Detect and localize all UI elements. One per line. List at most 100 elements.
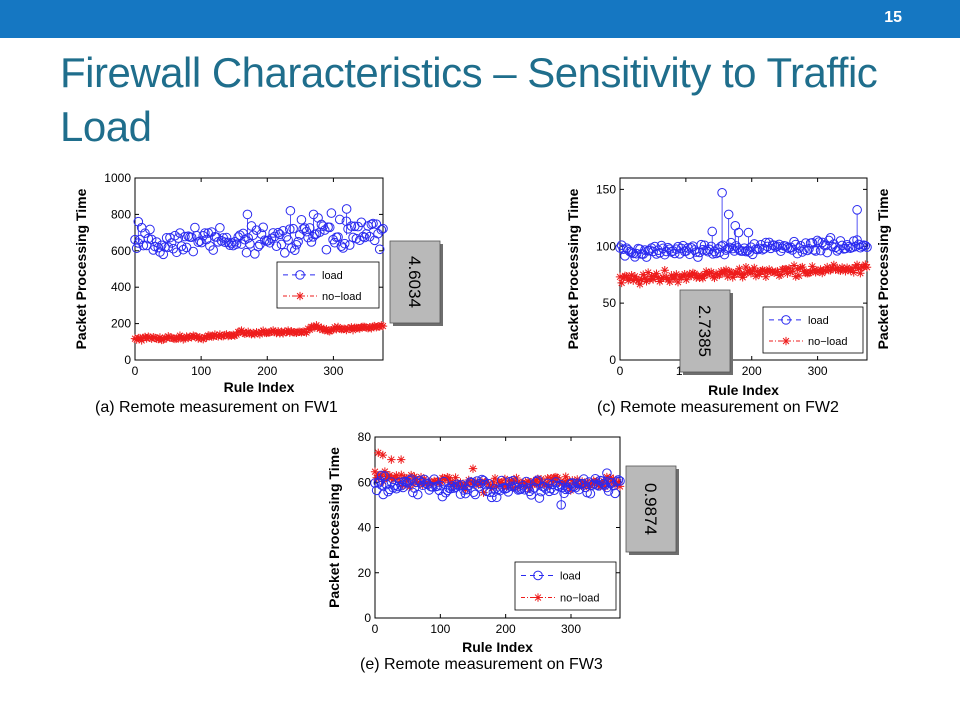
load-point [572, 478, 583, 489]
load-point [759, 243, 770, 254]
chart-fw3: 0 100 200 300 0 20 40 60 80 Packet Processing Tim… [326, 430, 679, 673]
noload-point [535, 481, 544, 490]
noload-point [305, 325, 314, 334]
noload-point [615, 272, 625, 282]
ratio-badge: 2.7385 [679, 289, 733, 375]
load-point [676, 243, 687, 254]
noload-point [643, 268, 653, 277]
noload-point [300, 327, 309, 336]
chart-legend: load no−load [276, 261, 380, 309]
noload-point [510, 477, 519, 486]
chart-caption: (a) Remote measurement on FW1 [95, 399, 338, 416]
noload-point [377, 321, 386, 330]
load-point [153, 242, 164, 253]
load-point [408, 487, 418, 498]
load-point [284, 224, 295, 234]
load-point [378, 223, 388, 234]
load-point [370, 478, 380, 488]
noload-point [854, 264, 863, 273]
noload-point [449, 482, 459, 491]
y-tick-label: 200 [111, 317, 131, 331]
noload-point [764, 265, 774, 274]
noload-point [523, 476, 533, 486]
load-point [258, 222, 268, 233]
y-tick-label: 0 [609, 353, 616, 367]
load-point [368, 218, 378, 229]
load-point [611, 476, 622, 487]
noload-point [710, 273, 719, 283]
load-point [245, 239, 255, 249]
noload-point [388, 475, 398, 484]
noload-point [374, 471, 383, 480]
load-point [698, 244, 708, 255]
ratio-value: 2.7385 [695, 305, 714, 357]
load-point [158, 249, 169, 260]
x-tick-label: 0 [372, 622, 379, 636]
load-point [225, 240, 235, 250]
legend-box [276, 261, 380, 309]
load-point [319, 225, 330, 235]
load-point [658, 243, 668, 254]
noload-point [630, 272, 640, 281]
noload-point [706, 267, 716, 277]
noload-point [546, 473, 556, 483]
legend-label-load: load [808, 315, 829, 327]
y-tick-label: 100 [596, 239, 616, 253]
noload-point [413, 478, 422, 487]
load-point [178, 244, 189, 255]
load-point [486, 492, 497, 503]
noload-point [517, 478, 526, 488]
y-tick-label: 40 [358, 521, 372, 535]
load-point [737, 246, 748, 256]
legend-box [514, 561, 617, 611]
noload-point [755, 270, 764, 279]
noload-point [809, 265, 819, 275]
load-point [747, 249, 758, 260]
load-point [696, 239, 707, 250]
load-point [708, 249, 718, 259]
noload-point [525, 484, 534, 494]
load-point [346, 221, 357, 231]
load-point [812, 235, 823, 246]
noload-point [536, 475, 546, 484]
noload-point [829, 260, 839, 270]
x-tick-label: 300 [561, 622, 581, 636]
load-point [580, 482, 591, 493]
noload-point [378, 450, 388, 460]
noload-point [748, 266, 757, 275]
top-bar: 15 [0, 0, 960, 38]
noload-point [378, 321, 388, 331]
noload-point [635, 279, 645, 289]
load-point [674, 249, 685, 259]
noload-point [793, 264, 802, 274]
load-point [186, 232, 197, 243]
noload-point [653, 273, 663, 282]
noload-point [443, 473, 452, 482]
slide-number: 15 [884, 9, 902, 26]
load-point [271, 241, 282, 252]
noload-point [155, 333, 165, 342]
noload-point [265, 328, 275, 337]
noload-point [302, 328, 311, 337]
load-point [131, 243, 142, 254]
load-point [656, 240, 667, 251]
noload-point [561, 472, 570, 481]
legend-label-load: load [322, 270, 343, 282]
noload-point [497, 478, 506, 487]
load-point [298, 224, 308, 234]
noload-point [615, 482, 625, 491]
load-point [804, 243, 814, 254]
x-tick-label: 200 [496, 622, 516, 636]
noload-point [614, 478, 623, 487]
load-point [275, 229, 285, 240]
noload-point [836, 266, 845, 275]
noload-point [703, 269, 713, 279]
load-point [764, 237, 774, 248]
slide-title: Firewall Characteristics – Sensitivity t… [60, 49, 878, 150]
noload-point [839, 264, 848, 273]
y-tick-label: 0 [124, 353, 131, 367]
noload-point [387, 455, 396, 464]
noload-point [788, 266, 797, 276]
noload-point [652, 269, 661, 278]
load-point [293, 236, 303, 247]
